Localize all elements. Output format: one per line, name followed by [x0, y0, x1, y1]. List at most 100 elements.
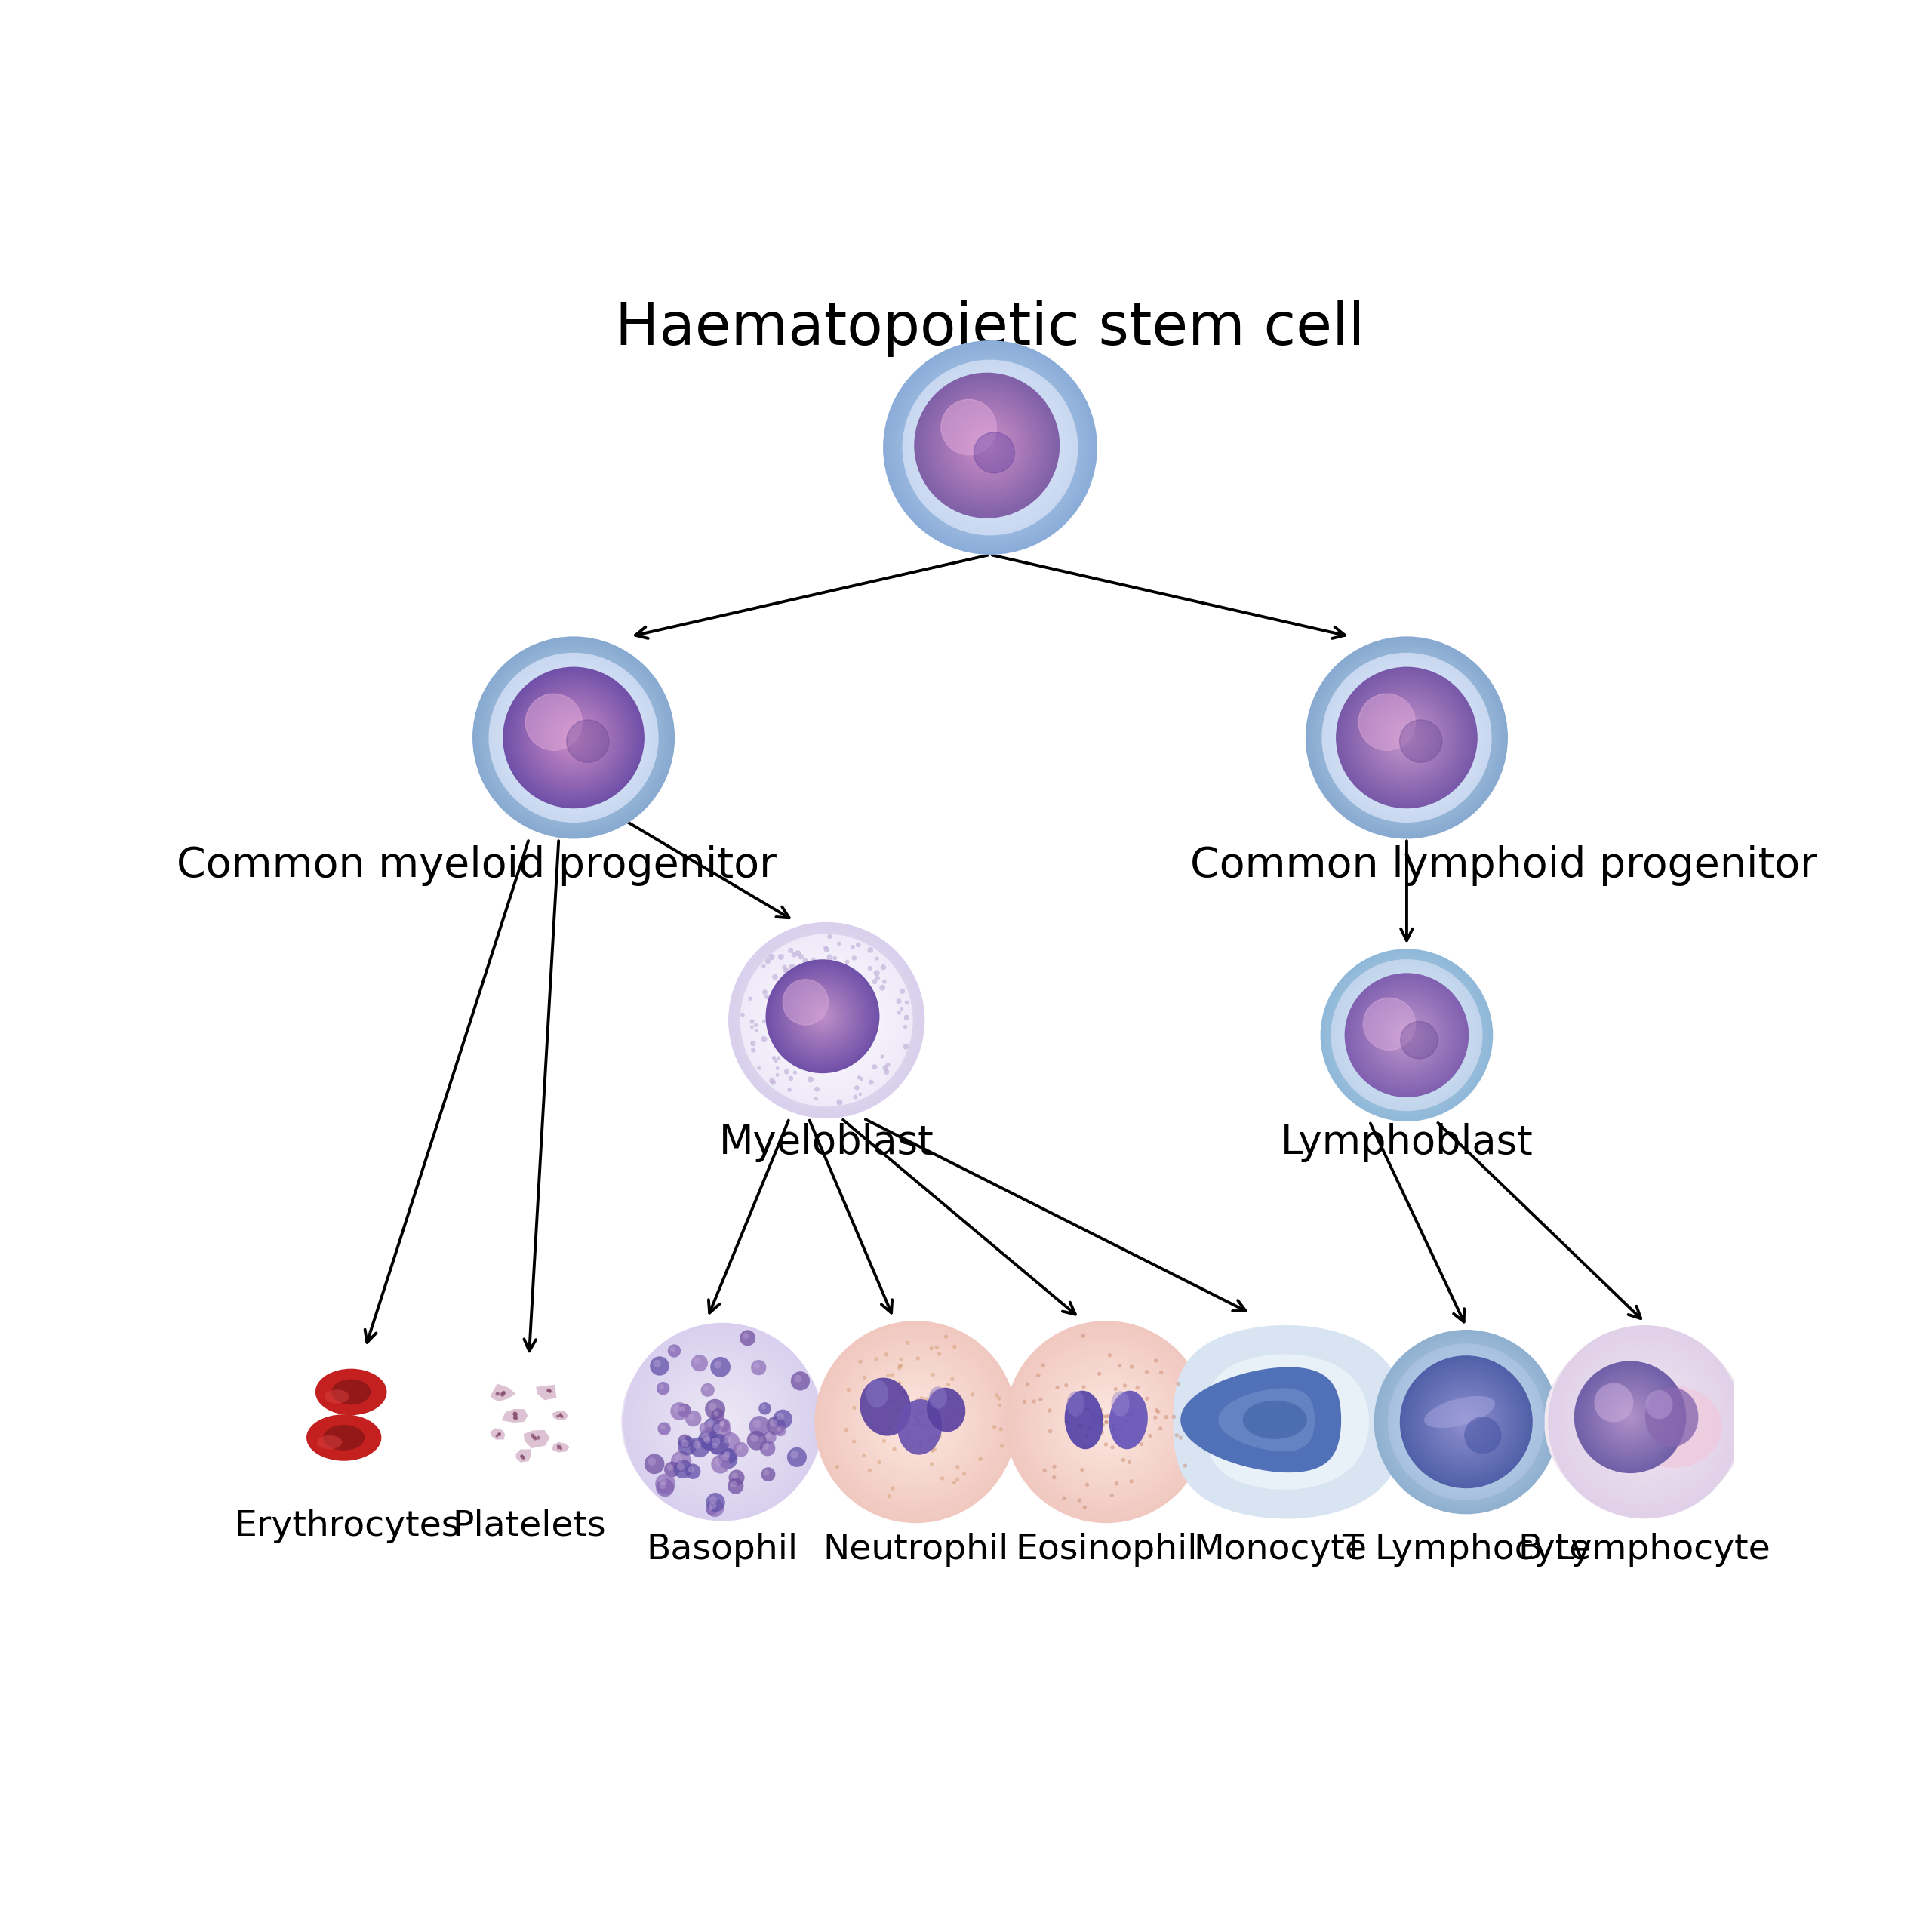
- Circle shape: [1312, 643, 1501, 833]
- Circle shape: [1391, 1347, 1542, 1497]
- Circle shape: [802, 997, 842, 1036]
- Circle shape: [976, 435, 997, 456]
- Circle shape: [1588, 1366, 1700, 1478]
- Circle shape: [900, 1391, 904, 1395]
- Circle shape: [1347, 678, 1466, 798]
- Circle shape: [1343, 972, 1470, 1099]
- Circle shape: [520, 1455, 524, 1457]
- Circle shape: [1430, 1385, 1503, 1459]
- Circle shape: [837, 941, 840, 947]
- Circle shape: [881, 1439, 887, 1443]
- Circle shape: [1345, 974, 1468, 1097]
- Circle shape: [891, 348, 1090, 549]
- Circle shape: [1366, 995, 1447, 1076]
- Circle shape: [862, 1453, 866, 1457]
- Circle shape: [895, 352, 1086, 545]
- Circle shape: [1358, 690, 1455, 786]
- Circle shape: [1379, 1009, 1434, 1063]
- Circle shape: [784, 978, 862, 1055]
- Circle shape: [1179, 1435, 1182, 1439]
- Circle shape: [954, 413, 1026, 483]
- Circle shape: [1397, 1352, 1536, 1492]
- Circle shape: [1432, 1387, 1501, 1457]
- Circle shape: [788, 1088, 792, 1092]
- Circle shape: [674, 1405, 680, 1412]
- Circle shape: [937, 396, 1036, 495]
- Circle shape: [514, 678, 634, 798]
- Circle shape: [703, 1403, 742, 1441]
- Circle shape: [1032, 1347, 1180, 1497]
- Circle shape: [1401, 732, 1412, 744]
- Ellipse shape: [1646, 1389, 1673, 1418]
- Circle shape: [1592, 1379, 1669, 1455]
- Circle shape: [1395, 726, 1418, 750]
- Circle shape: [883, 1389, 949, 1455]
- Circle shape: [1451, 1406, 1482, 1437]
- Circle shape: [844, 960, 850, 964]
- Circle shape: [972, 431, 1009, 466]
- Circle shape: [1602, 1378, 1689, 1466]
- Circle shape: [1623, 1399, 1667, 1445]
- Circle shape: [750, 1041, 755, 1047]
- Circle shape: [1389, 1016, 1426, 1053]
- Circle shape: [974, 431, 1007, 464]
- Circle shape: [1370, 997, 1445, 1072]
- Circle shape: [1461, 1416, 1472, 1428]
- Circle shape: [792, 987, 852, 1047]
- Circle shape: [823, 1016, 831, 1024]
- Circle shape: [1565, 1341, 1725, 1503]
- Circle shape: [682, 1381, 761, 1463]
- Circle shape: [491, 655, 657, 821]
- Circle shape: [475, 639, 672, 837]
- Circle shape: [1329, 958, 1484, 1111]
- Circle shape: [568, 732, 580, 744]
- Circle shape: [871, 1378, 960, 1466]
- Circle shape: [1368, 699, 1445, 777]
- Circle shape: [1401, 1030, 1412, 1039]
- Circle shape: [980, 439, 995, 452]
- Circle shape: [696, 1395, 750, 1449]
- Circle shape: [1074, 1391, 1138, 1453]
- Circle shape: [1022, 1399, 1026, 1405]
- Circle shape: [1412, 1370, 1519, 1474]
- Circle shape: [767, 960, 879, 1072]
- Circle shape: [556, 721, 591, 755]
- Circle shape: [920, 1443, 923, 1447]
- Circle shape: [788, 981, 866, 1059]
- Circle shape: [792, 985, 862, 1055]
- Circle shape: [929, 388, 1045, 502]
- Circle shape: [527, 692, 618, 782]
- Circle shape: [493, 657, 655, 819]
- Circle shape: [730, 925, 922, 1117]
- Circle shape: [1175, 1434, 1179, 1437]
- Circle shape: [844, 1350, 987, 1493]
- Circle shape: [551, 715, 595, 759]
- Ellipse shape: [1625, 1385, 1721, 1468]
- Circle shape: [665, 1364, 781, 1480]
- Circle shape: [891, 1397, 941, 1447]
- Circle shape: [1453, 1408, 1480, 1435]
- Circle shape: [1424, 1381, 1507, 1463]
- Circle shape: [1321, 653, 1492, 823]
- Circle shape: [1428, 1383, 1505, 1461]
- Circle shape: [896, 1010, 900, 1014]
- Circle shape: [1368, 997, 1445, 1072]
- Ellipse shape: [929, 1387, 947, 1408]
- Circle shape: [520, 684, 628, 792]
- Circle shape: [1418, 1376, 1513, 1468]
- Circle shape: [951, 408, 1030, 487]
- Circle shape: [1561, 1339, 1729, 1505]
- Polygon shape: [1219, 1389, 1314, 1451]
- Circle shape: [1354, 684, 1461, 790]
- Circle shape: [1607, 1395, 1652, 1439]
- Circle shape: [964, 423, 1010, 468]
- Circle shape: [1362, 694, 1451, 782]
- Circle shape: [1358, 688, 1457, 786]
- Circle shape: [1414, 1370, 1519, 1474]
- Circle shape: [904, 1024, 908, 1030]
- Circle shape: [981, 439, 999, 458]
- Circle shape: [1080, 1408, 1084, 1412]
- Circle shape: [1356, 985, 1457, 1086]
- Circle shape: [910, 367, 1070, 527]
- Circle shape: [759, 952, 895, 1088]
